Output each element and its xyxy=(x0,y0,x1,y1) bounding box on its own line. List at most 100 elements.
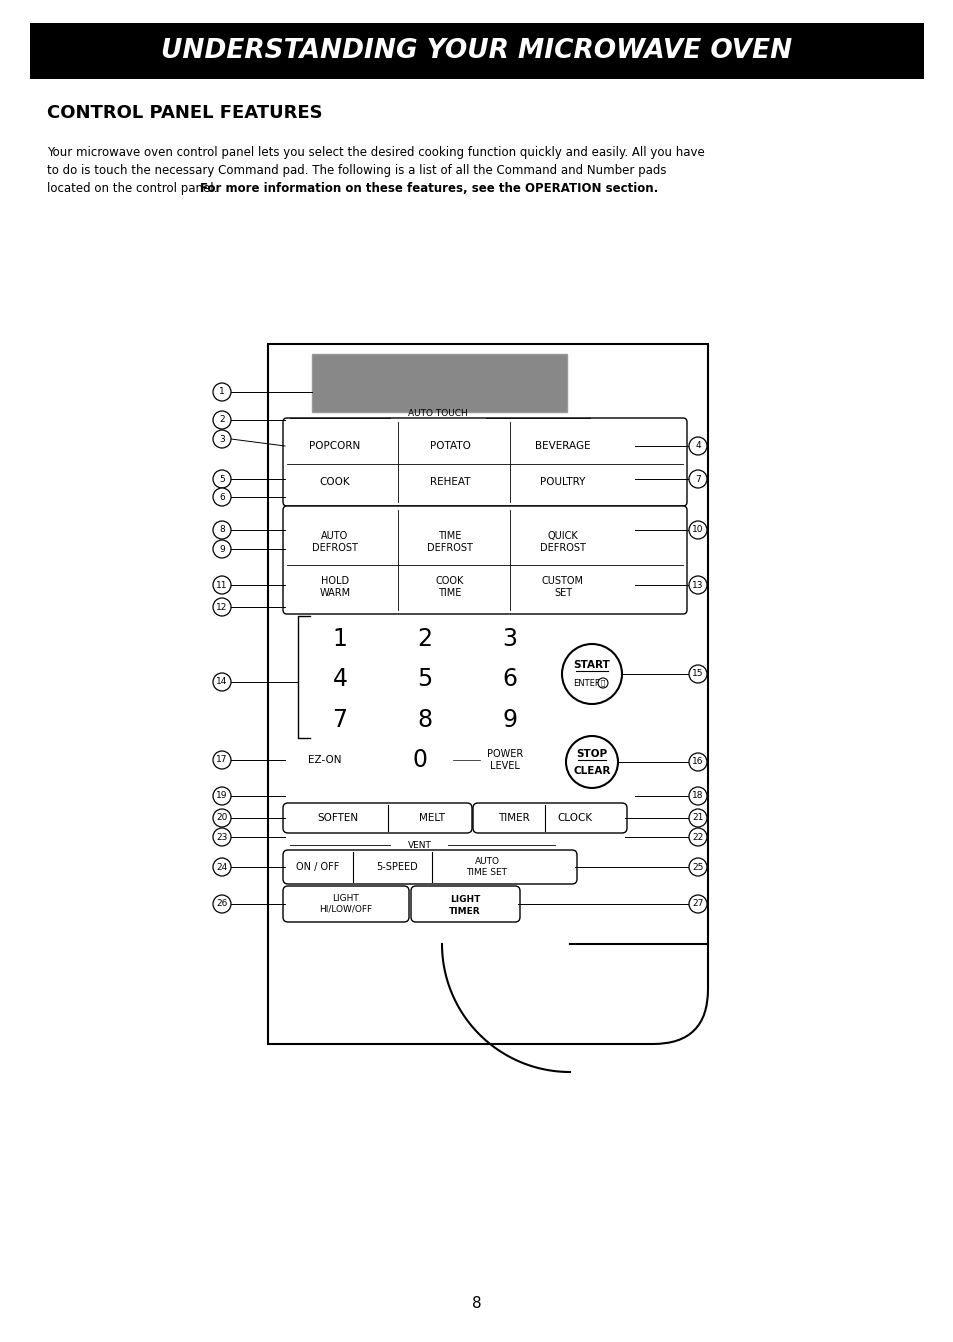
Text: 5-SPEED: 5-SPEED xyxy=(375,862,417,872)
Circle shape xyxy=(213,539,231,558)
Text: BEVERAGE: BEVERAGE xyxy=(535,442,590,451)
Text: 12: 12 xyxy=(216,603,228,612)
Circle shape xyxy=(213,470,231,488)
Text: QUICK
DEFROST: QUICK DEFROST xyxy=(539,531,585,553)
Text: 23: 23 xyxy=(216,832,228,841)
Text: VENT: VENT xyxy=(408,840,432,849)
Text: AUTO TOUCH: AUTO TOUCH xyxy=(408,409,467,417)
Text: SOFTEN: SOFTEN xyxy=(317,813,358,823)
Text: 21: 21 xyxy=(692,813,703,823)
Text: 10: 10 xyxy=(692,526,703,534)
Text: ENTER: ENTER xyxy=(573,679,600,687)
FancyBboxPatch shape xyxy=(473,803,626,833)
Circle shape xyxy=(688,666,706,683)
Text: 4: 4 xyxy=(333,667,347,691)
Circle shape xyxy=(688,828,706,845)
Circle shape xyxy=(213,521,231,539)
Text: CLEAR: CLEAR xyxy=(573,766,610,776)
Text: 16: 16 xyxy=(692,757,703,766)
Text: 27: 27 xyxy=(692,899,703,909)
Text: 0: 0 xyxy=(412,747,427,772)
Bar xyxy=(30,23,923,79)
Text: 14: 14 xyxy=(216,678,228,687)
Circle shape xyxy=(688,470,706,488)
Circle shape xyxy=(213,858,231,876)
Text: ⚿: ⚿ xyxy=(600,679,604,686)
FancyBboxPatch shape xyxy=(411,886,519,922)
Text: TIME
DEFROST: TIME DEFROST xyxy=(427,531,473,553)
Text: located on the control panel.: located on the control panel. xyxy=(47,183,221,195)
Circle shape xyxy=(213,809,231,827)
Circle shape xyxy=(688,753,706,772)
FancyBboxPatch shape xyxy=(283,417,686,506)
Text: POWER
LEVEL: POWER LEVEL xyxy=(486,749,522,772)
Circle shape xyxy=(213,411,231,429)
Text: 5: 5 xyxy=(416,667,432,691)
Circle shape xyxy=(688,809,706,827)
Text: 4: 4 xyxy=(695,442,700,451)
Text: ON / OFF: ON / OFF xyxy=(296,862,339,872)
Circle shape xyxy=(565,735,618,788)
Text: CONTROL PANEL FEATURES: CONTROL PANEL FEATURES xyxy=(47,103,322,122)
Text: 25: 25 xyxy=(692,863,703,871)
Bar xyxy=(312,354,566,412)
Text: 8: 8 xyxy=(219,526,225,534)
Text: 3: 3 xyxy=(502,627,517,651)
Text: COOK: COOK xyxy=(319,476,350,487)
Text: 19: 19 xyxy=(216,792,228,800)
Text: 2: 2 xyxy=(219,416,225,424)
Circle shape xyxy=(213,752,231,769)
Text: 3: 3 xyxy=(219,435,225,443)
Text: 6: 6 xyxy=(219,493,225,502)
Text: 9: 9 xyxy=(219,545,225,553)
Text: 11: 11 xyxy=(216,581,228,589)
Text: 6: 6 xyxy=(502,667,517,691)
Circle shape xyxy=(688,576,706,595)
Circle shape xyxy=(598,678,607,688)
Text: 22: 22 xyxy=(692,832,703,841)
Circle shape xyxy=(213,382,231,401)
Circle shape xyxy=(213,576,231,595)
Text: 26: 26 xyxy=(216,899,228,909)
Circle shape xyxy=(213,828,231,845)
Text: REHEAT: REHEAT xyxy=(429,476,470,487)
Text: 18: 18 xyxy=(692,792,703,800)
Text: CUSTOM
SET: CUSTOM SET xyxy=(541,576,583,599)
FancyBboxPatch shape xyxy=(283,886,409,922)
Text: START: START xyxy=(573,660,610,670)
Text: POTATO: POTATO xyxy=(429,442,470,451)
Text: STOP: STOP xyxy=(576,749,607,760)
Circle shape xyxy=(688,895,706,913)
Text: AUTO
TIME SET: AUTO TIME SET xyxy=(466,858,507,876)
Text: UNDERSTANDING YOUR MICROWAVE OVEN: UNDERSTANDING YOUR MICROWAVE OVEN xyxy=(161,38,792,64)
Text: 13: 13 xyxy=(692,581,703,589)
Text: Your microwave oven control panel lets you select the desired cooking function q: Your microwave oven control panel lets y… xyxy=(47,146,704,158)
Text: 9: 9 xyxy=(502,709,517,731)
Circle shape xyxy=(688,858,706,876)
Text: 7: 7 xyxy=(333,709,347,731)
Text: 7: 7 xyxy=(695,475,700,483)
Text: 20: 20 xyxy=(216,813,228,823)
Text: POPCORN: POPCORN xyxy=(309,442,360,451)
Text: 5: 5 xyxy=(219,475,225,483)
Circle shape xyxy=(688,786,706,805)
Text: 1: 1 xyxy=(333,627,347,651)
Text: 15: 15 xyxy=(692,670,703,679)
Circle shape xyxy=(561,644,621,705)
Circle shape xyxy=(213,786,231,805)
Text: 17: 17 xyxy=(216,756,228,765)
PathPatch shape xyxy=(268,344,707,1044)
Text: CLOCK: CLOCK xyxy=(557,813,592,823)
Text: LIGHT
HI/LOW/OFF: LIGHT HI/LOW/OFF xyxy=(319,894,373,914)
Text: POULTRY: POULTRY xyxy=(539,476,585,487)
FancyBboxPatch shape xyxy=(283,849,577,884)
Text: 24: 24 xyxy=(216,863,228,871)
Text: 1: 1 xyxy=(219,388,225,396)
Text: 2: 2 xyxy=(417,627,432,651)
FancyBboxPatch shape xyxy=(283,803,472,833)
Circle shape xyxy=(213,488,231,506)
Text: to do is touch the necessary Command pad. The following is a list of all the Com: to do is touch the necessary Command pad… xyxy=(47,164,666,177)
Circle shape xyxy=(213,429,231,448)
Circle shape xyxy=(688,437,706,455)
Text: 8: 8 xyxy=(417,709,432,731)
